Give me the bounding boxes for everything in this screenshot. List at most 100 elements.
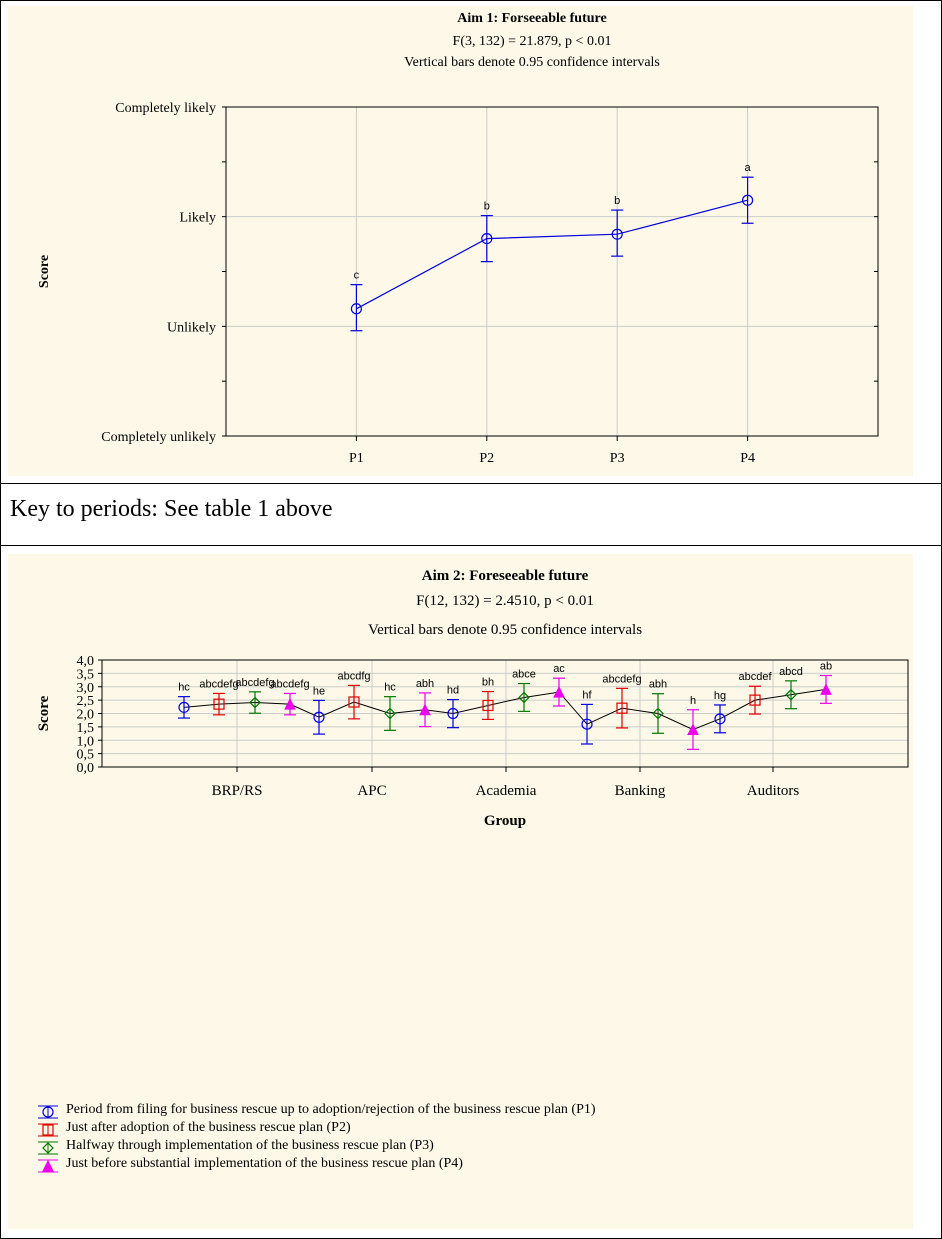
chart-panel-aim1 — [8, 6, 913, 476]
chart-note: Vertical bars denote 0.95 confidence int… — [368, 622, 642, 638]
data-point-P4 — [741, 194, 754, 206]
y-axis-label: Score — [37, 255, 52, 288]
data-label-Academia-P4: ac — [553, 663, 565, 675]
data-label-Banking-P3: abh — [649, 679, 667, 691]
data-label-0: c — [354, 270, 360, 282]
y-tick-label-2: Likely — [179, 211, 216, 226]
x-tick-label-4: Auditors — [747, 783, 800, 799]
y-tick-label-7: 3,5 — [77, 667, 95, 682]
data-label-BRP/RS-P4: abcdefg — [270, 678, 309, 690]
legend-marker — [42, 1159, 54, 1172]
chart-panel-aim2 — [8, 554, 913, 1229]
data-point-BRP/RS-P4 — [284, 698, 296, 710]
data-label-Auditors-P4: ab — [820, 661, 832, 673]
data-label-Academia-P2: bh — [482, 677, 494, 689]
data-point-Academia-P3 — [518, 691, 530, 704]
chart-subtitle: F(12, 132) = 2.4510, p < 0.01 — [416, 593, 594, 609]
y-tick-label-8: 4,0 — [77, 654, 95, 669]
data-point-Academia-P2 — [482, 699, 494, 712]
legend-marker — [42, 1124, 54, 1136]
data-point-APC-P1 — [313, 711, 325, 723]
x-tick-label-3: Banking — [615, 783, 666, 799]
data-point-Auditors-P4 — [820, 683, 832, 695]
x-tick-label-0: P1 — [349, 451, 364, 466]
y-axis-label: Score — [36, 695, 52, 731]
data-label-BRP/RS-P3: abcdefg — [235, 677, 274, 689]
data-label-Banking-P1: hf — [582, 689, 592, 701]
y-tick-label-4: 2,0 — [77, 708, 95, 723]
data-label-Banking-P2: abcdefg — [602, 673, 641, 685]
data-label-Auditors-P3: abcd — [779, 666, 803, 678]
data-point-BRP/RS-P2 — [213, 698, 225, 710]
divider-top — [0, 483, 942, 484]
x-tick-label-2: P3 — [610, 451, 625, 466]
data-point-Academia-P1 — [447, 707, 459, 720]
data-point-APC-P4 — [419, 703, 431, 716]
y-tick-label-1: Unlikely — [167, 320, 216, 335]
x-tick-label-0: BRP/RS — [212, 783, 263, 799]
x-tick-label-2: Academia — [476, 783, 537, 799]
data-label-BRP/RS-P1: hc — [178, 682, 190, 694]
data-point-APC-P3 — [384, 707, 396, 720]
data-point-Banking-P3 — [652, 707, 664, 720]
data-label-APC-P2: abcdfg — [337, 670, 370, 682]
data-label-Banking-P4: h — [690, 695, 696, 707]
data-point-BRP/RS-P3 — [249, 696, 261, 709]
legend-marker — [42, 1142, 54, 1154]
data-label-APC-P4: abh — [416, 678, 434, 690]
chart-note: Vertical bars denote 0.95 confidence int… — [404, 55, 660, 70]
series-connect-line — [183, 688, 827, 731]
x-tick-label-1: P2 — [479, 451, 494, 466]
data-point-Academia-P4 — [553, 685, 565, 698]
data-label-Auditors-P2: abcdef — [738, 671, 772, 683]
data-point-Auditors-P3 — [785, 688, 797, 701]
data-point-P3 — [611, 228, 623, 240]
data-point-P2 — [481, 233, 493, 245]
data-label-APC-P1: he — [313, 685, 325, 697]
legend-label-P3: Halfway through implementation of the bu… — [66, 1138, 434, 1153]
data-label-2: b — [614, 195, 620, 207]
x-axis-label: Group — [484, 813, 526, 829]
data-point-Banking-P2 — [616, 702, 628, 714]
data-point-Banking-P1 — [581, 718, 593, 730]
data-point-APC-P2 — [348, 696, 360, 708]
chart-title: Aim 2: Foreseeable future — [422, 568, 589, 584]
y-tick-label-6: 3,0 — [77, 681, 95, 696]
y-tick-label-0: Completely unlikely — [101, 430, 216, 445]
legend-swatch-P4 — [38, 1159, 58, 1173]
legend-swatch-P2 — [38, 1123, 58, 1137]
y-tick-label-5: 2,5 — [77, 694, 95, 709]
data-label-BRP/RS-P2: abcdefg — [199, 678, 238, 690]
data-point-Banking-P4 — [687, 723, 699, 736]
chart-aim1: Aim 1: Forseeable future F(3, 132) = 21.8… — [37, 11, 879, 466]
y-tick-label-3: 1,5 — [77, 721, 95, 736]
data-label-1: b — [484, 201, 490, 213]
legend-label-P4: Just before substantial implementation o… — [66, 1156, 463, 1171]
data-point-Auditors-P2 — [749, 694, 761, 706]
legend-label-P2: Just after adoption of the business resc… — [66, 1120, 351, 1135]
chart-title: Aim 1: Forseeable future — [457, 11, 606, 26]
data-point-P1 — [350, 303, 362, 315]
y-tick-label-3: Completely likely — [115, 101, 216, 116]
y-tick-label-1: 0,5 — [77, 748, 95, 763]
legend-label-P1: Period from filing for business rescue u… — [66, 1102, 596, 1117]
chart-subtitle: F(3, 132) = 21.879, p < 0.01 — [453, 34, 612, 49]
x-tick-label-1: APC — [357, 783, 386, 799]
data-label-Academia-P1: hd — [447, 685, 459, 697]
data-label-3: a — [745, 162, 752, 174]
x-tick-label-3: P4 — [740, 451, 755, 466]
divider-bottom — [0, 545, 942, 546]
data-label-APC-P3: hc — [384, 682, 396, 694]
data-label-Auditors-P1: hg — [714, 690, 726, 702]
series-line — [356, 199, 748, 310]
key-to-periods: Key to periods: See table 1 above — [10, 496, 333, 522]
y-tick-label-0: 0,0 — [77, 761, 95, 776]
legend-swatch-P3 — [38, 1141, 58, 1155]
data-point-BRP/RS-P1 — [178, 701, 190, 713]
y-tick-label-2: 1,0 — [77, 734, 95, 749]
legend-marker — [42, 1106, 54, 1118]
legend-swatch-P1 — [38, 1105, 58, 1119]
data-label-Academia-P3: abce — [512, 669, 536, 681]
data-point-Auditors-P1 — [714, 713, 726, 725]
